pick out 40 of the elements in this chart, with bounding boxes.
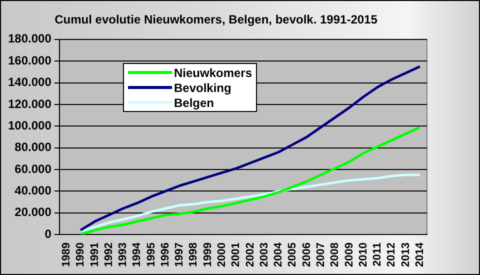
- x-tick-label: 1994: [131, 242, 144, 268]
- y-tick-label: 40.000: [14, 183, 52, 198]
- y-tick-label: 0: [44, 226, 52, 241]
- x-tick-label: 2009: [343, 242, 356, 268]
- y-tick-label: 160.000: [8, 53, 52, 68]
- x-tick-label: 1990: [74, 242, 87, 268]
- x-tick-label: 1992: [102, 242, 115, 268]
- y-tick-label: 140.000: [8, 75, 52, 90]
- legend-label: Belgen: [174, 96, 214, 110]
- x-tick-label: 2003: [258, 242, 270, 268]
- x-tick-label: 2000: [216, 242, 228, 268]
- y-tick-label: 120.000: [8, 96, 52, 111]
- legend-label: Bevolking: [174, 80, 232, 94]
- x-tick-label: 1993: [117, 242, 130, 268]
- x-tick-label: 2007: [314, 242, 327, 268]
- chart-title: Cumul evolutie Nieuwkomers, Belgen, bevolk. 1991-2015: [54, 12, 378, 27]
- legend-label: Nieuwkomers: [174, 66, 252, 80]
- x-tick-label: 2012: [386, 242, 398, 268]
- x-tick-label: 2005: [286, 242, 299, 268]
- x-tick-label: 2010: [357, 242, 370, 268]
- x-tick-label: 1995: [145, 242, 158, 268]
- x-tick-label: 1991: [88, 242, 101, 268]
- x-tick-label: 1996: [159, 242, 172, 268]
- x-tick-label: 1998: [188, 242, 200, 268]
- y-tick-label: 100.000: [8, 118, 52, 132]
- x-tick-label: 2008: [329, 242, 342, 268]
- x-tick-label: 1989: [60, 242, 72, 268]
- y-tick-label: 20.000: [14, 205, 52, 220]
- x-tick-label: 2002: [244, 242, 256, 268]
- y-tick-label: 60.000: [14, 162, 52, 176]
- x-tick-label: 1997: [174, 242, 186, 268]
- x-tick-label: 2004: [272, 242, 285, 268]
- x-tick-label: 2014: [414, 242, 426, 268]
- x-tick-label: 2013: [400, 242, 412, 268]
- y-tick-label: 180.000: [8, 32, 52, 46]
- x-tick-label: 2006: [300, 242, 313, 268]
- x-tick-label: 2001: [230, 242, 242, 268]
- x-tick-label: 2011: [372, 242, 384, 266]
- y-tick-label: 80.000: [14, 140, 52, 154]
- x-tick-label: 1999: [202, 242, 214, 268]
